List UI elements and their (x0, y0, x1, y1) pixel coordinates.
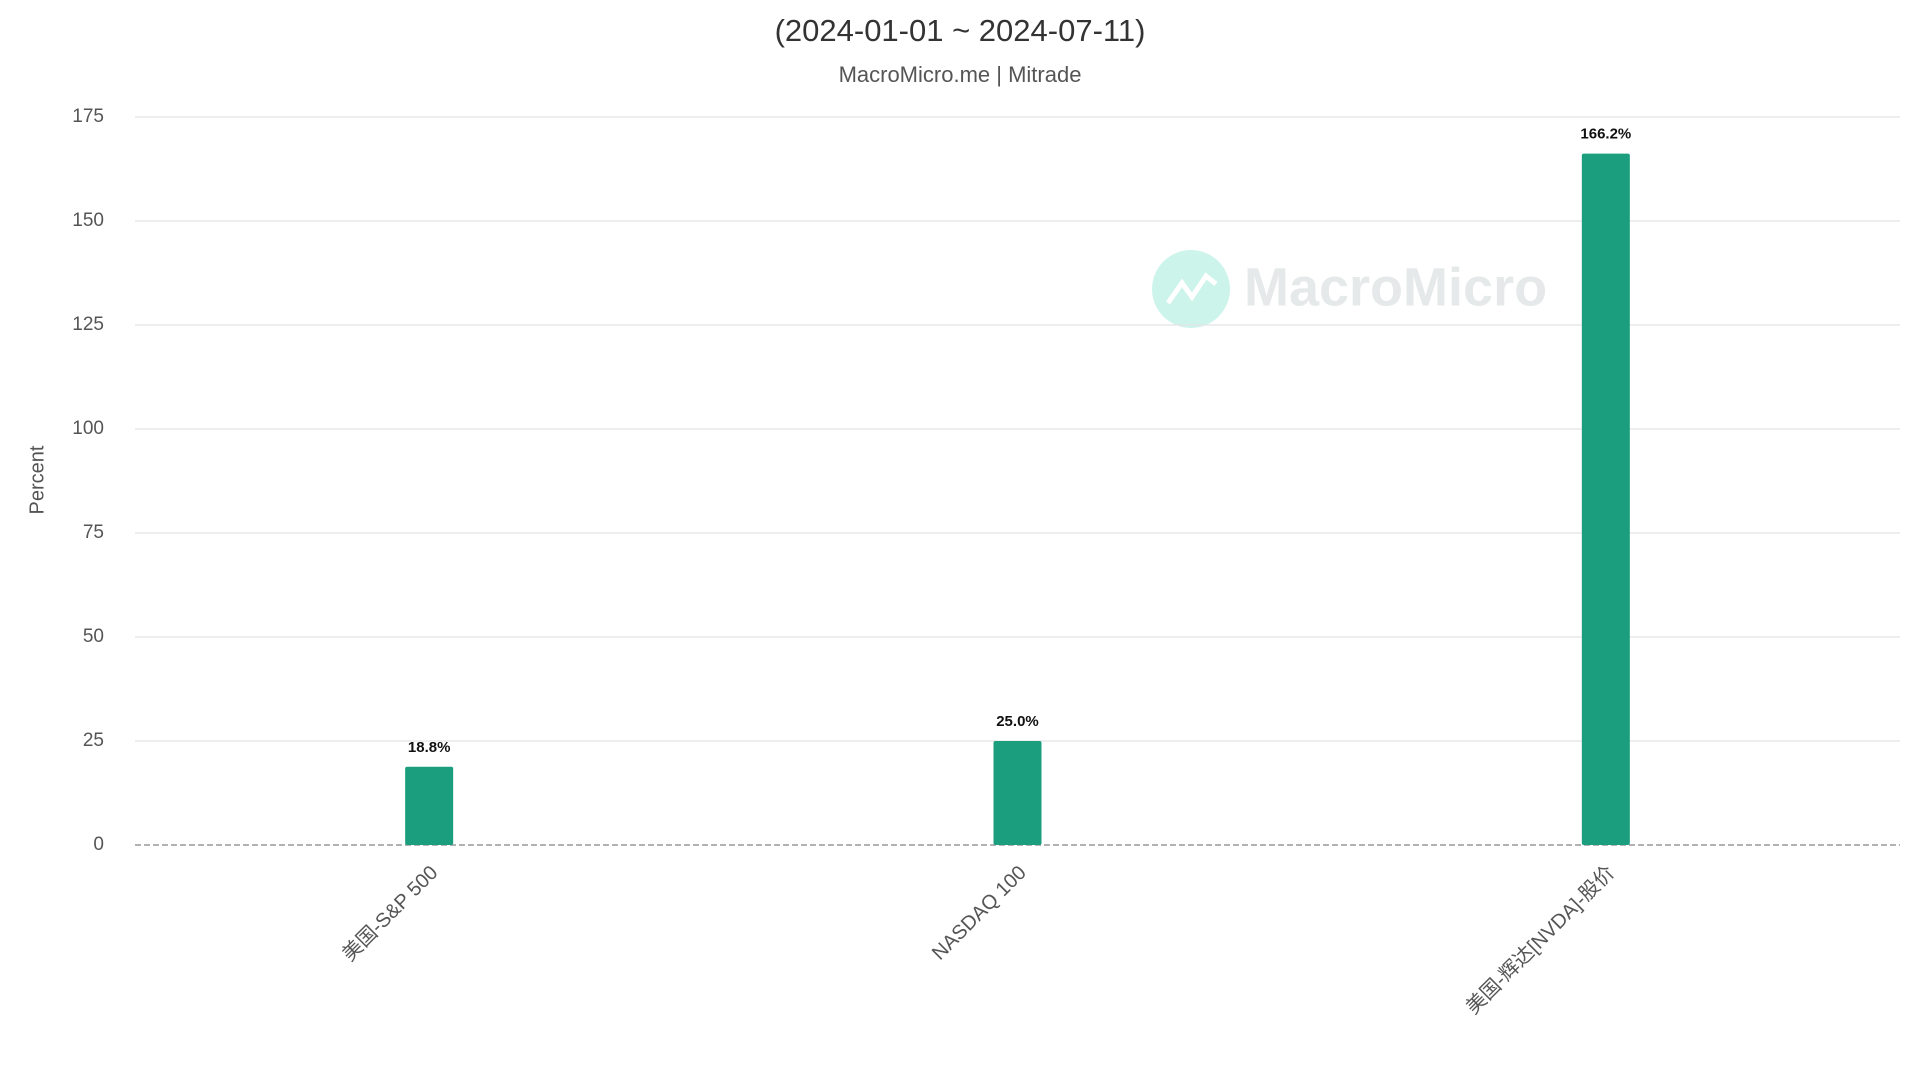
y-tick-label: 0 (93, 834, 104, 855)
y-tick-label: 50 (83, 626, 104, 647)
chart-title: (2024-01-01 ~ 2024-07-11) (775, 13, 1146, 48)
watermark-logo-line (1165, 272, 1218, 305)
x-tick-label: 美国-辉达[NVDA]-股价 (1461, 861, 1619, 1019)
bar (993, 741, 1042, 845)
y-axis-label: Percent (26, 445, 48, 514)
x-tick-label: NASDAQ 100 (928, 862, 1031, 965)
y-tick-label: 175 (72, 106, 104, 127)
bar (405, 766, 454, 845)
x-tick-label: 美国-S&P 500 (338, 861, 443, 966)
value-label: 166.2% (1580, 126, 1631, 143)
value-label: 18.8% (408, 739, 451, 756)
value-label: 25.0% (996, 713, 1039, 730)
y-tick-label: 100 (72, 418, 104, 439)
y-tick-label: 125 (72, 314, 104, 335)
y-tick-label: 25 (83, 730, 104, 751)
watermark: MacroMicro (1152, 250, 1547, 328)
y-tick-label: 75 (83, 522, 104, 543)
watermark-text: MacroMicro (1244, 257, 1547, 317)
y-tick-label: 150 (72, 210, 104, 231)
chart-subtitle: MacroMicro.me | Mitrade (839, 62, 1082, 87)
watermark-logo (1152, 250, 1230, 328)
bar (1581, 153, 1630, 845)
